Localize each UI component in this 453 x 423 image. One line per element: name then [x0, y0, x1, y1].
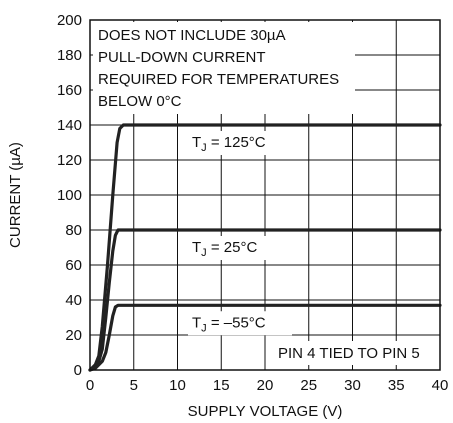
series-label-main: T: [192, 239, 201, 256]
series-labels: TJ = 125°CTJ = 25°CTJ = –55°C: [188, 131, 292, 336]
y-axis-title: CURRENT (µA): [7, 142, 24, 248]
tick-labels: 0 5 10 15 20 25 30 35 40 0 20 40 60 80 100 120 140 160 180…: [57, 12, 448, 394]
series-label-subscript: J: [201, 142, 207, 154]
series-curves: [88, 123, 442, 372]
y-tick-label: 160: [57, 82, 82, 99]
series-label: TJ = 125°C: [192, 134, 266, 154]
y-tick-label: 200: [57, 12, 82, 29]
plot-frame: [89, 19, 441, 371]
series-line-1: [88, 228, 442, 372]
top-annotation-line-4: BELOW 0°C: [98, 93, 182, 110]
x-tick-label: 10: [169, 377, 186, 394]
series-label-rest: = 25°C: [207, 239, 258, 256]
series-label-bg: [188, 311, 292, 336]
top-annotation-line-3: REQUIRED FOR TEMPERATURES: [98, 71, 339, 88]
x-tick-label: 30: [344, 377, 361, 394]
top-annotation: DOES NOT INCLUDE 30µA PULL-DOWN CURRENT …: [93, 22, 355, 114]
y-tick-label: 20: [65, 327, 82, 344]
x-tick-label: 25: [300, 377, 317, 394]
y-tick-label: 0: [74, 362, 82, 379]
y-tick-label: 120: [57, 152, 82, 169]
x-axis-title: SUPPLY VOLTAGE (V): [188, 403, 343, 420]
bottom-annotation: PIN 4 TIED TO PIN 5: [272, 341, 436, 365]
x-tick-label: 0: [86, 377, 94, 394]
y-tick-label: 40: [65, 292, 82, 309]
series-line-2: [88, 303, 442, 372]
x-tick-label: 35: [388, 377, 405, 394]
x-tick-label: 5: [130, 377, 138, 394]
series-label-bg: [188, 131, 292, 155]
x-tick-label: 20: [257, 377, 274, 394]
series-label: TJ = 25°C: [192, 239, 257, 259]
series-label-main: T: [192, 314, 201, 331]
series-label-rest: = 125°C: [207, 134, 266, 151]
top-annotation-line-1: DOES NOT INCLUDE 30µA: [98, 27, 286, 44]
series-label-main: T: [192, 134, 201, 151]
y-tick-label: 140: [57, 117, 82, 134]
series-label-rest: = –55°C: [207, 314, 266, 331]
series-label-subscript: J: [201, 247, 207, 259]
bottom-annotation-bg: [272, 341, 436, 365]
series-label-bg: [188, 236, 292, 260]
y-tick-label: 180: [57, 47, 82, 64]
series-label-subscript: J: [201, 322, 207, 334]
y-tick-label: 100: [57, 187, 82, 204]
y-tick-label: 60: [65, 257, 82, 274]
x-tick-label: 15: [213, 377, 230, 394]
bottom-annotation-text: PIN 4 TIED TO PIN 5: [278, 345, 420, 362]
y-tick-label: 80: [65, 222, 82, 239]
top-annotation-line-2: PULL-DOWN CURRENT: [98, 49, 266, 66]
top-annotation-bg: [93, 22, 355, 114]
x-tick-label: 40: [432, 377, 449, 394]
series-label: TJ = –55°C: [192, 314, 266, 334]
series-line-0: [88, 123, 442, 372]
